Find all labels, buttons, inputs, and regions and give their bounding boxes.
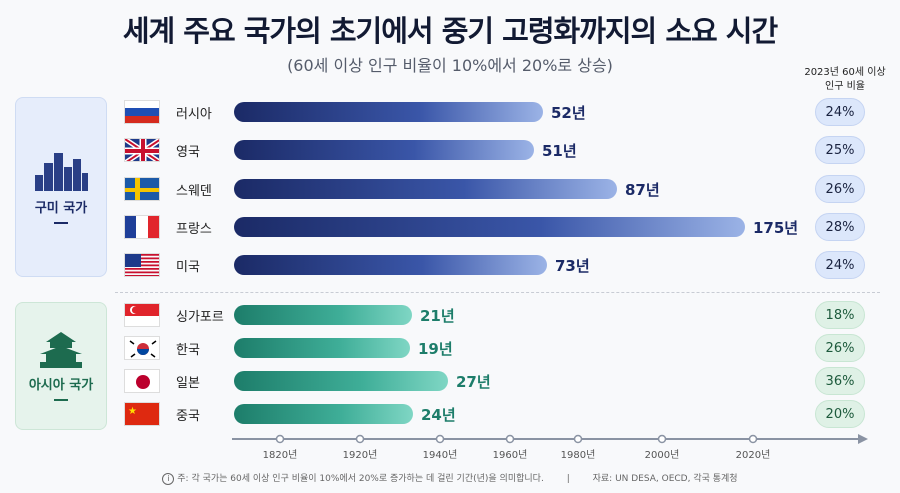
country-row: 한국 19년 26%: [0, 333, 900, 363]
sweden-flag-icon: [124, 177, 160, 201]
timeline-axis: 1820년 1920년 1940년 1960년 1980년 2000년 2020년: [232, 434, 868, 461]
group-divider: [115, 292, 880, 293]
group-dash: [54, 221, 68, 224]
axis-tick: [505, 434, 515, 444]
axis-tick: [435, 434, 445, 444]
axis-tick-label: 2020년: [736, 449, 771, 461]
share-badge: 36%: [815, 367, 865, 395]
duration-bar: [234, 404, 413, 424]
country-name: 영국: [176, 145, 200, 160]
footer: i 주: 각 국가는 60세 이상 인구 비율이 10%에서 20%로 증가하는…: [0, 471, 900, 485]
axis-tick-label: 2000년: [645, 449, 680, 461]
column-header-line: 2023년 60세 이상: [804, 67, 886, 78]
axis-tick: [355, 434, 365, 444]
svg-text:★: ★: [128, 406, 137, 417]
duration-bar: [234, 140, 534, 160]
share-badge: 26%: [815, 334, 865, 362]
group-panel-asia: 아시아 국가: [15, 302, 107, 430]
footer-separator: |: [566, 474, 570, 484]
china-flag-icon: ★: [124, 402, 160, 426]
country-name: 일본: [176, 376, 200, 391]
share-badge: 18%: [815, 301, 865, 329]
subtitle: (60세 이상 인구 비율이 10%에서 20%로 상승): [287, 56, 613, 75]
footer-note: 주: 각 국가는 60세 이상 인구 비율이 10%에서 20%로 증가하는 데…: [177, 474, 544, 484]
duration-label: 21년: [420, 307, 455, 325]
column-header-line: 인구 비율: [825, 81, 865, 92]
duration-label: 175년: [753, 219, 799, 237]
info-icon: i: [162, 473, 175, 485]
japan-flag-icon: [124, 369, 160, 393]
duration-label: 27년: [456, 373, 491, 391]
footer-source: 자료: UN DESA, OECD, 각국 통계청: [592, 474, 738, 484]
group-dash: [54, 398, 68, 401]
share-badge: 24%: [815, 251, 865, 279]
duration-bar: [234, 338, 410, 358]
axis-tick: [657, 434, 667, 444]
singapore-flag-icon: [124, 303, 160, 327]
country-name: 프랑스: [176, 222, 212, 237]
korea-flag-icon: [124, 336, 160, 360]
country-row: 프랑스 175년 28%: [0, 212, 900, 242]
country-name: 싱가포르: [176, 310, 224, 325]
axis-tick-label: 1980년: [561, 449, 596, 461]
axis-tick: [748, 434, 758, 444]
duration-bar: [234, 371, 448, 391]
page-title: 세계 주요 국가의 초기에서 중기 고령화까지의 소요 시간: [122, 14, 778, 48]
share-badge: 25%: [815, 136, 865, 164]
axis-tick: [573, 434, 583, 444]
uk-flag-icon: [124, 138, 160, 162]
axis-tick-label: 1960년: [493, 449, 528, 461]
country-row: 일본 27년 36%: [0, 366, 900, 396]
group-panel-west: 구미 국가: [15, 97, 107, 277]
country-name: 중국: [176, 409, 200, 424]
axis-arrow: [858, 434, 868, 444]
duration-bar: [234, 255, 547, 275]
axis-tick: [275, 434, 285, 444]
country-name: 스웨덴: [176, 184, 212, 199]
country-row: 싱가포르 21년 18%: [0, 300, 900, 330]
share-badge: 26%: [815, 175, 865, 203]
duration-label: 19년: [418, 340, 453, 358]
country-row: 러시아 52년 24%: [0, 97, 900, 127]
russia-flag-icon: [124, 100, 160, 124]
share-badge: 24%: [815, 98, 865, 126]
usa-flag-icon: [124, 253, 160, 277]
axis-tick-label: 1820년: [263, 449, 298, 461]
country-name: 러시아: [176, 107, 212, 122]
duration-label: 51년: [542, 142, 577, 160]
duration-label: 73년: [555, 257, 590, 275]
country-name: 한국: [176, 343, 200, 358]
city-skyline-icon: [35, 152, 88, 191]
france-flag-icon: [124, 215, 160, 239]
country-name: 미국: [176, 260, 200, 275]
duration-bar: [234, 102, 543, 122]
duration-bar: [234, 217, 745, 237]
pagoda-icon: [40, 331, 82, 368]
duration-label: 52년: [551, 104, 586, 122]
duration-label: 87년: [625, 181, 660, 199]
country-row: 영국 51년 25%: [0, 135, 900, 165]
group-label: 아시아 국가: [28, 377, 94, 393]
duration-bar: [234, 179, 617, 199]
country-row: ★ 중국 24년 20%: [0, 399, 900, 429]
country-row: 미국 73년 24%: [0, 250, 900, 280]
share-badge: 28%: [815, 213, 865, 241]
axis-tick-label: 1920년: [343, 449, 378, 461]
share-badge: 20%: [815, 400, 865, 428]
duration-bar: [234, 305, 412, 325]
duration-label: 24년: [421, 406, 456, 424]
axis-tick-label: 1940년: [423, 449, 458, 461]
country-row: 스웨덴 87년 26%: [0, 174, 900, 204]
column-header: 2023년 60세 이상 인구 비율: [795, 66, 895, 94]
group-label: 구미 국가: [34, 200, 88, 216]
